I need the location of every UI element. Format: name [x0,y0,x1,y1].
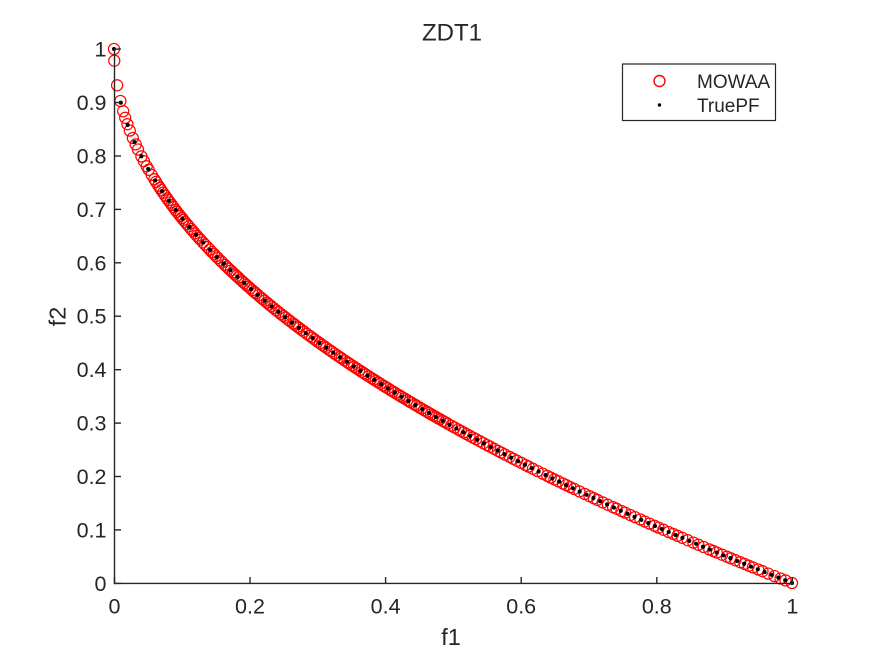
svg-text:0.2: 0.2 [77,465,107,489]
svg-text:TruePF: TruePF [697,96,760,117]
svg-text:0.9: 0.9 [77,91,107,115]
svg-text:0: 0 [109,595,121,619]
svg-text:f1: f1 [441,624,461,650]
svg-text:f2: f2 [45,307,71,327]
svg-text:0.1: 0.1 [77,518,107,542]
svg-text:0.3: 0.3 [77,412,107,436]
svg-text:0.8: 0.8 [642,595,672,619]
svg-text:0.5: 0.5 [77,305,107,329]
svg-text:1: 1 [95,38,107,62]
svg-text:0.6: 0.6 [77,251,107,275]
svg-text:0.6: 0.6 [506,595,536,619]
svg-text:MOWAA: MOWAA [697,72,771,93]
svg-text:0: 0 [95,572,107,596]
svg-text:1: 1 [786,595,798,619]
svg-text:0.4: 0.4 [77,358,107,382]
svg-text:ZDT1: ZDT1 [422,20,482,47]
svg-text:0.7: 0.7 [77,198,107,222]
svg-text:0.4: 0.4 [371,595,401,619]
svg-text:0.2: 0.2 [235,595,265,619]
svg-text:0.8: 0.8 [77,145,107,169]
